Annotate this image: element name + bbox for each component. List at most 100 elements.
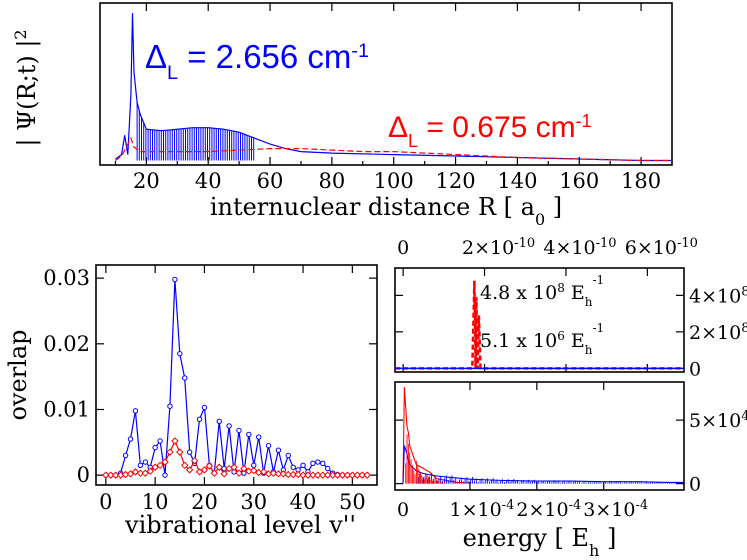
data-point [151, 463, 159, 471]
series-line-red [402, 387, 470, 484]
data-point [235, 469, 243, 477]
y-axis-label: | Ψ(R;t) |2 [11, 29, 43, 146]
x-tick-label: 120 [436, 169, 476, 193]
data-point [299, 471, 307, 479]
data-point [166, 448, 174, 456]
data-point [210, 469, 219, 477]
top-tick-label: 6×10-10 [625, 236, 698, 260]
x-tick-label: 1×10-4 [449, 498, 514, 522]
panel-overlap: 0 10 20 30 40 50 0 0.01 0.02 0.03 overlap vibration… [4, 264, 378, 539]
data-point [328, 471, 337, 479]
data-point [240, 464, 248, 473]
data-point [186, 449, 193, 455]
data-point [230, 463, 238, 471]
data-point [161, 458, 169, 466]
panel-spectrum-bottom: 1×10-4 2×10-4 3×10-4 0 5×104 0 energy [ Eh ] [394, 381, 747, 560]
data-point [319, 471, 327, 479]
data-point [137, 462, 144, 468]
data-point [348, 471, 357, 479]
data-point [274, 470, 283, 478]
data-point [300, 462, 306, 468]
data-point [136, 469, 145, 477]
data-point [177, 350, 183, 357]
delta-annotation: ΔL = 2.656 cm-1 [145, 38, 369, 84]
data-point [176, 448, 184, 456]
data-point [304, 471, 312, 479]
delta-annotation: ΔL = 0.675 cm-1 [388, 111, 592, 151]
top-tick-label: 4×10-10 [543, 236, 616, 260]
right-tick-label: 0 [689, 358, 701, 380]
series-line-blue [115, 12, 672, 162]
data-point [127, 436, 134, 442]
data-point [325, 465, 331, 472]
data-point [343, 471, 352, 479]
data-point [131, 468, 140, 476]
x-tick-label: 20 [133, 169, 160, 193]
data-point [172, 276, 178, 283]
series-line-blue [105, 279, 368, 476]
y-tick-label: 0 [77, 463, 90, 487]
data-point [157, 438, 163, 444]
x-tick-label: 60 [257, 169, 284, 193]
data-point [205, 462, 214, 470]
peak-annotation: 4.8 x 108 Eh-1 [480, 273, 604, 309]
right-tick-label: 5×104 [689, 409, 747, 433]
plot-frame [99, 2, 673, 166]
data-point [220, 470, 228, 478]
data-point [265, 442, 272, 449]
data-point [246, 431, 252, 438]
data-point [358, 471, 366, 479]
data-point [309, 471, 317, 479]
data-point [171, 437, 179, 445]
x-tick-label: 2×10-4 [516, 498, 581, 522]
x-tick-label: 100 [374, 169, 414, 193]
data-point [146, 467, 154, 475]
right-tick-label: 4×108 [689, 284, 747, 308]
data-point [314, 471, 322, 479]
right-tick-label: 2×108 [689, 320, 747, 344]
data-point [315, 459, 321, 465]
y-axis-label: overlap [4, 329, 32, 420]
x-tick-label: 3×10-4 [583, 498, 648, 522]
data-point [284, 470, 292, 479]
data-point [185, 466, 194, 474]
data-point [259, 468, 268, 476]
series-line-red [395, 280, 684, 370]
data-point [320, 460, 326, 467]
y-tick-label: 0.03 [43, 266, 90, 290]
panel-top: 20 40 60 80 100 120 140 160 180 | Ψ(R;t) |2 intern… [11, 2, 673, 229]
data-point [215, 463, 223, 471]
right-tick-label: 0 [689, 474, 701, 496]
plot-frame [394, 267, 685, 373]
top-tick-label: 0 [397, 237, 409, 259]
y-tick-label: 0.01 [43, 397, 90, 421]
y-tick-label: 0.02 [43, 332, 90, 356]
data-point [255, 434, 262, 440]
peak-annotation: 5.1 x 106 Eh-1 [480, 321, 604, 357]
data-point [122, 452, 129, 459]
x-tick-label: 30 [240, 490, 267, 514]
data-point [182, 375, 188, 381]
data-point [152, 444, 158, 451]
data-point [275, 447, 282, 453]
data-point [250, 466, 258, 475]
x-axis-label: vibrational level v'' [124, 511, 356, 539]
data-point [269, 469, 278, 477]
data-point [162, 472, 168, 478]
data-point [216, 418, 222, 424]
x-axis-label: internuclear distance R [ a0 ] [210, 193, 562, 229]
data-point [294, 470, 302, 479]
series-line-red [115, 136, 672, 162]
data-point [107, 471, 115, 479]
x-tick-label: 40 [290, 490, 317, 514]
data-point [126, 470, 135, 478]
data-point [141, 469, 150, 477]
x-tick-label: 0 [99, 490, 112, 514]
data-point [279, 470, 288, 478]
data-point [310, 460, 316, 467]
data-point [167, 403, 173, 409]
data-point [353, 471, 361, 479]
data-point [338, 471, 347, 479]
x-tick-label: 160 [559, 169, 599, 193]
